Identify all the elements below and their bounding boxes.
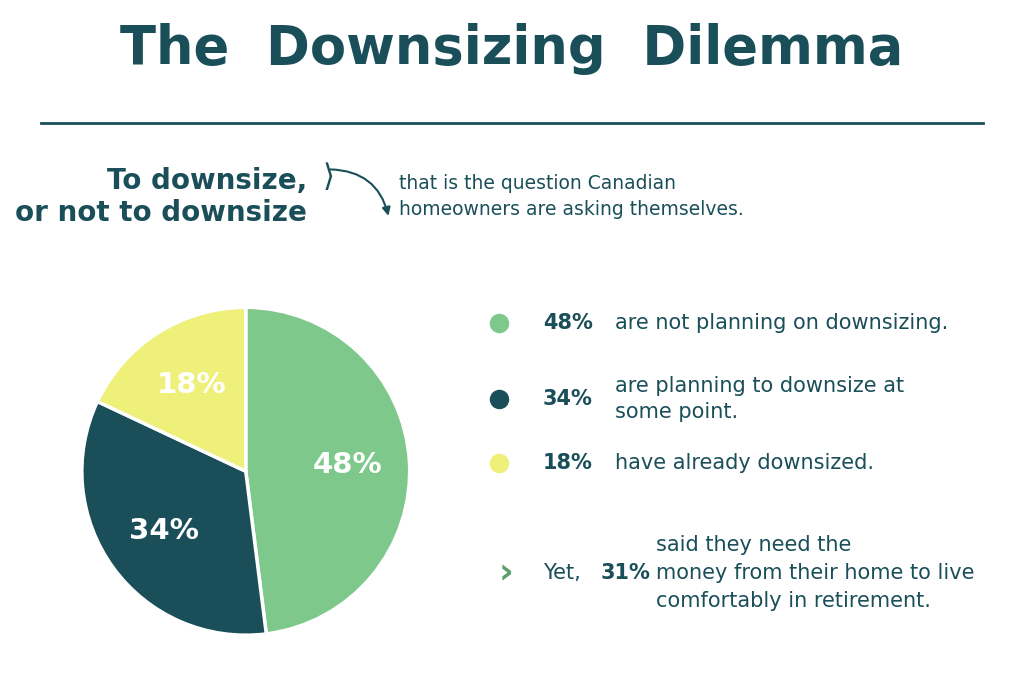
Text: ⟩: ⟩ [323, 163, 335, 192]
Wedge shape [246, 307, 410, 634]
Text: 18%: 18% [157, 372, 226, 400]
Text: 31%: 31% [601, 563, 651, 583]
Text: To downsize,
or not to downsize: To downsize, or not to downsize [15, 167, 307, 227]
Text: 18%: 18% [543, 453, 593, 473]
Text: Yet,: Yet, [543, 563, 588, 583]
Text: have already downsized.: have already downsized. [614, 453, 873, 473]
Text: that is the question Canadian
homeowners are asking themselves.: that is the question Canadian homeowners… [399, 174, 744, 219]
Text: are planning to downsize at
some point.: are planning to downsize at some point. [614, 376, 904, 423]
Text: 48%: 48% [543, 313, 593, 333]
Text: are not planning on downsizing.: are not planning on downsizing. [614, 313, 948, 333]
Wedge shape [97, 307, 246, 471]
Text: The  Downsizing  Dilemma: The Downsizing Dilemma [121, 23, 903, 75]
Text: 48%: 48% [312, 451, 382, 479]
Text: 34%: 34% [543, 389, 593, 409]
Text: 34%: 34% [129, 517, 199, 545]
Wedge shape [82, 402, 266, 635]
Text: said they need the
money from their home to live
comfortably in retirement.: said they need the money from their home… [656, 535, 975, 611]
Text: ›: › [499, 556, 514, 590]
